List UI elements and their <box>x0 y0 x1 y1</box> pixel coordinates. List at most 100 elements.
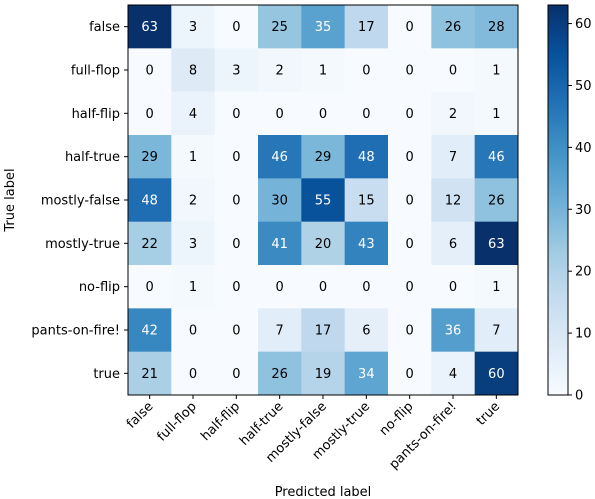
cell-value-label: 0 <box>319 280 327 295</box>
cell-value-label: 20 <box>315 237 332 252</box>
heatmap-cell <box>388 5 432 49</box>
heatmap-cell <box>344 221 389 266</box>
heatmap-cell <box>388 265 432 309</box>
cell-value-label: 0 <box>146 280 154 295</box>
cell-value-label: 55 <box>315 194 332 209</box>
heatmap-cell <box>258 48 302 93</box>
heatmap-cell <box>301 221 346 266</box>
heatmap-cell <box>128 351 172 396</box>
cell-value-label: 0 <box>406 367 414 382</box>
cell-value-label: 0 <box>406 150 414 165</box>
cell-value-label: 15 <box>358 194 375 209</box>
cell-value-label: 30 <box>271 194 288 209</box>
cell-value-label: 0 <box>232 324 240 339</box>
heatmap-cell <box>474 91 519 136</box>
cell-value-label: 0 <box>146 64 154 79</box>
y-tick-label: mostly-true <box>45 237 120 252</box>
colorbar-tick-label: 0 <box>575 389 583 404</box>
heatmap-cell <box>474 5 519 49</box>
heatmap-cell <box>301 135 346 179</box>
heatmap-cell <box>344 91 389 136</box>
cell-value-label: 3 <box>189 237 197 252</box>
heatmap-cell <box>258 265 302 309</box>
heatmap-cell <box>258 221 302 266</box>
cell-value-label: 1 <box>189 280 197 295</box>
heatmap-cell <box>431 265 476 309</box>
heatmap-cell <box>214 135 259 179</box>
cell-value-label: 0 <box>449 280 457 295</box>
cell-value-label: 0 <box>449 64 457 79</box>
heatmap-cell <box>301 308 346 353</box>
heatmap-cell <box>474 221 519 266</box>
heatmap-cell <box>171 308 216 353</box>
y-tick-label: pants-on-fire! <box>31 324 120 339</box>
cell-value-label: 22 <box>141 237 158 252</box>
x-tick-label: no-flip <box>377 399 417 439</box>
cell-value-label: 26 <box>445 20 462 35</box>
heatmap-cell <box>171 91 216 136</box>
cell-value-label: 0 <box>362 107 370 122</box>
heatmap-cell <box>431 308 476 353</box>
cell-value-label: 0 <box>189 324 197 339</box>
cell-value-label: 2 <box>276 64 284 79</box>
cell-value-label: 0 <box>406 20 414 35</box>
heatmap-cell <box>258 91 302 136</box>
heatmap-cell <box>344 178 389 223</box>
cell-value-label: 25 <box>271 20 288 35</box>
cell-value-label: 0 <box>406 64 414 79</box>
heatmap-cell <box>128 91 172 136</box>
cell-value-label: 1 <box>189 150 197 165</box>
colorbar-ticks: 0 10 20 30 40 50 60 <box>568 17 592 404</box>
y-axis-label: True label <box>3 168 18 232</box>
heatmap-cell <box>388 351 432 396</box>
colorbar-tick-label: 60 <box>575 17 592 32</box>
y-tick-label: mostly-false <box>41 194 120 209</box>
x-axis-label: Predicted label <box>275 485 372 499</box>
heatmap-cell <box>431 178 476 223</box>
x-tick-label: full-flop <box>154 399 199 444</box>
heatmap-cell <box>388 178 432 223</box>
heatmap-cell <box>214 48 259 93</box>
y-tick-label: half-flip <box>72 107 120 122</box>
heatmap-cell <box>171 351 216 396</box>
cell-value-label: 3 <box>189 20 197 35</box>
cell-value-label: 0 <box>232 367 240 382</box>
heatmap-cell <box>431 5 476 49</box>
cell-value-label: 63 <box>141 20 158 35</box>
cell-value-label: 7 <box>492 324 500 339</box>
heatmap-cell <box>258 308 302 353</box>
cell-value-label: 35 <box>315 20 332 35</box>
heatmap-cell <box>301 265 346 309</box>
cell-value-label: 3 <box>232 64 240 79</box>
cell-value-label: 2 <box>449 107 457 122</box>
heatmap-cell <box>171 265 216 309</box>
heatmap-cell <box>214 221 259 266</box>
heatmap-cell <box>258 5 302 49</box>
cell-value-label: 0 <box>406 194 414 209</box>
cell-value-label: 8 <box>189 64 197 79</box>
cell-value-label: 0 <box>232 150 240 165</box>
colorbar-tick-label: 30 <box>575 203 592 218</box>
cell-value-label: 36 <box>445 324 462 339</box>
heatmap-cell <box>474 351 519 396</box>
heatmap-cell <box>301 48 346 93</box>
heatmap-cell <box>128 221 172 266</box>
heatmap-cell <box>258 178 302 223</box>
heatmap-cell <box>214 308 259 353</box>
heatmap-cell <box>128 5 172 49</box>
cell-value-label: 48 <box>358 150 375 165</box>
cell-value-label: 0 <box>276 280 284 295</box>
heatmap-cell <box>388 135 432 179</box>
colorbar-tick-label: 10 <box>575 327 592 342</box>
cell-value-label: 1 <box>319 64 327 79</box>
cell-value-label: 0 <box>362 280 370 295</box>
cell-value-label: 0 <box>406 280 414 295</box>
cell-value-label: 0 <box>232 280 240 295</box>
heatmap-cell <box>258 351 302 396</box>
heatmap-cell <box>171 178 216 223</box>
heatmap-cell <box>344 135 389 179</box>
heatmap-cell <box>388 308 432 353</box>
y-tick-label: no-flip <box>79 280 120 295</box>
cell-value-label: 6 <box>362 324 370 339</box>
y-tick-label: full-flop <box>71 64 120 79</box>
